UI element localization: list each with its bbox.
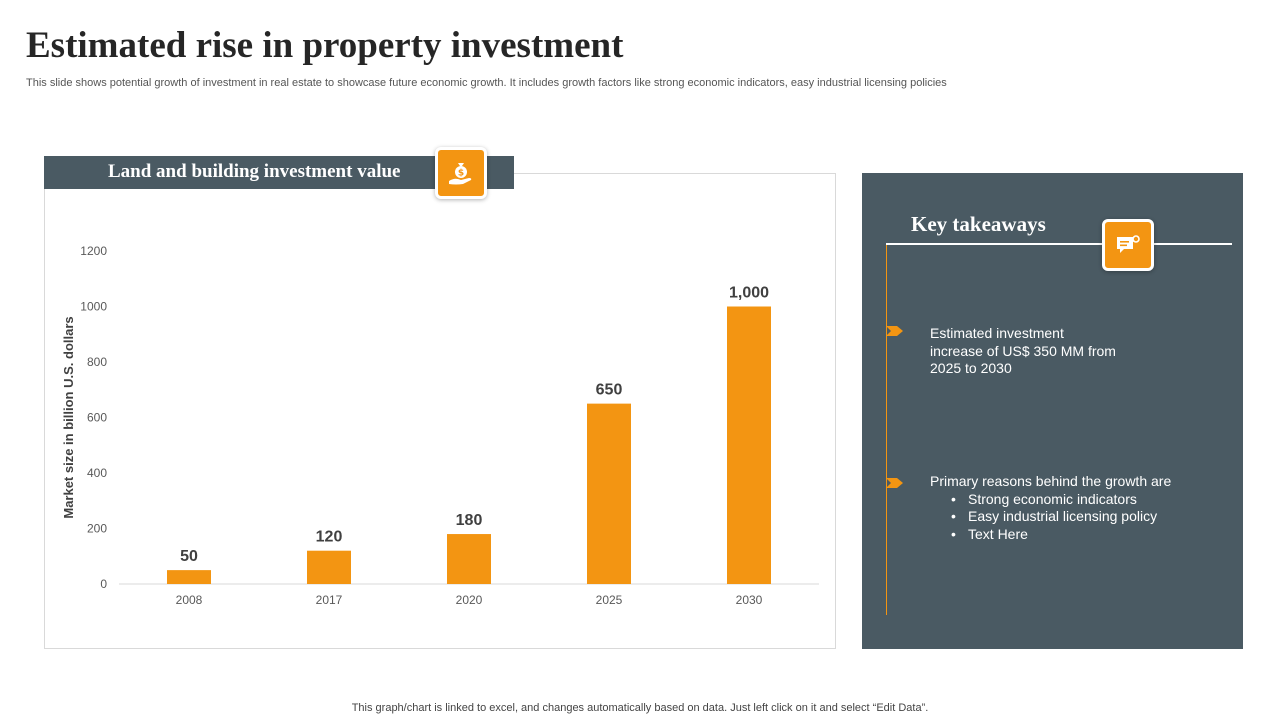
- takeaway-point-2: Primary reasons behind the growth are St…: [930, 473, 1230, 543]
- y-tick-label: 400: [87, 466, 107, 480]
- y-tick-label: 1200: [80, 244, 107, 258]
- chevron-right-icon: [886, 326, 903, 336]
- takeaway-point-1: Estimated investment increase of US$ 350…: [930, 325, 1116, 376]
- page-subtitle: This slide shows potential growth of inv…: [26, 77, 947, 89]
- key-takeaways-panel: Key takeaways Estimated investment incre…: [862, 173, 1243, 649]
- list-item: Strong economic indicators: [951, 491, 1230, 509]
- takeaway-bullet-list: Strong economic indicators Easy industri…: [930, 491, 1230, 544]
- y-axis-title: Market size in billion U.S. dollars: [61, 316, 76, 518]
- y-tick-label: 800: [87, 355, 107, 369]
- y-tick-label: 600: [87, 411, 107, 425]
- data-label: 120: [316, 529, 343, 546]
- bar-2017: [307, 550, 351, 584]
- bar-2008: [167, 570, 211, 584]
- bar-2025: [587, 403, 631, 584]
- x-tick-label: 2008: [176, 593, 203, 607]
- data-label: 650: [596, 382, 623, 399]
- takeaways-timeline: [886, 245, 887, 615]
- chart-header-label: Land and building investment value: [108, 161, 401, 182]
- bar-chart: 0 200 400 600 800 1000 1200 Market size in bill…: [61, 244, 819, 607]
- bar-2030: [727, 306, 771, 584]
- chevron-right-icon: [886, 478, 903, 488]
- page-title: Estimated rise in property investment: [26, 25, 624, 66]
- data-label: 1,000: [729, 285, 769, 302]
- footer-note: This graph/chart is linked to excel, and…: [351, 702, 929, 714]
- chat-key-icon: [1102, 219, 1154, 271]
- data-label: 180: [456, 512, 483, 529]
- y-tick-label: 200: [87, 522, 107, 536]
- takeaways-divider: [886, 243, 1232, 245]
- y-tick-label: 1000: [80, 300, 107, 314]
- chart-panel: [44, 173, 836, 649]
- data-label: 50: [180, 548, 198, 565]
- x-tick-label: 2017: [316, 593, 343, 607]
- y-tick-label: 0: [100, 577, 107, 591]
- list-item: Text Here: [951, 526, 1230, 544]
- list-item: Easy industrial licensing policy: [951, 508, 1230, 526]
- x-tick-label: 2030: [736, 593, 763, 607]
- bar-2020: [447, 534, 491, 584]
- x-tick-label: 2020: [456, 593, 483, 607]
- x-tick-label: 2025: [596, 593, 623, 607]
- takeaway-point-2-intro: Primary reasons behind the growth are: [930, 473, 1172, 489]
- key-takeaways-title: Key takeaways: [911, 212, 1046, 236]
- svg-text:$: $: [458, 169, 464, 179]
- money-bag-hand-icon: $: [435, 147, 487, 199]
